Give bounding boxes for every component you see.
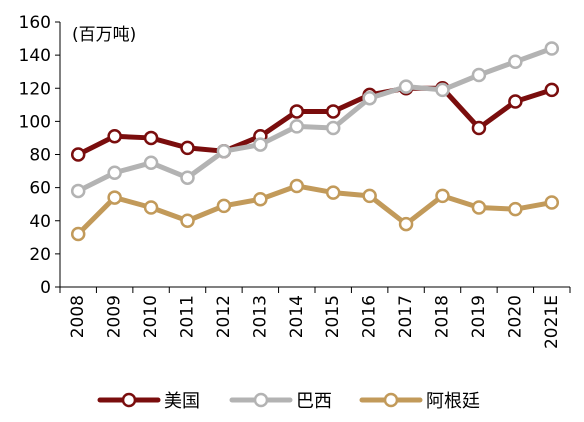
data-point — [70, 147, 86, 162]
data-point — [289, 104, 305, 119]
legend-marker — [383, 392, 399, 408]
x-tick-label: 2009 — [105, 295, 125, 338]
data-point — [107, 190, 122, 205]
series-2 — [70, 41, 560, 199]
legend-label: 阿根廷 — [426, 391, 480, 412]
legend-item: 阿根廷 — [359, 391, 480, 412]
data-point — [471, 67, 487, 83]
legend-item: 巴西 — [229, 391, 332, 412]
x-tick-label: 2008 — [68, 295, 88, 338]
data-point — [107, 129, 122, 144]
data-point — [180, 170, 195, 185]
data-point — [544, 82, 560, 98]
legend-label: 巴西 — [296, 391, 332, 412]
data-point — [325, 185, 341, 200]
data-point — [362, 90, 377, 106]
x-tick-label: 2021E — [542, 295, 562, 349]
x-tick-label: 2010 — [141, 295, 161, 338]
data-point — [180, 140, 195, 156]
series-1 — [70, 81, 560, 162]
y-tick-label: 80 — [29, 146, 51, 166]
x-tick-label: 2012 — [214, 295, 234, 338]
legend: 美国 巴西 阿根廷 — [97, 391, 480, 412]
data-point — [362, 188, 377, 204]
y-tick-label: 40 — [29, 212, 51, 232]
y-tick-label: 100 — [19, 112, 51, 132]
data-point — [253, 191, 268, 207]
legend-marker — [121, 392, 137, 408]
data-point — [180, 213, 195, 228]
x-tick-label: 2019 — [469, 295, 489, 338]
data-point — [508, 54, 523, 69]
data-point — [216, 198, 232, 214]
data-point — [143, 200, 159, 215]
series-3 — [70, 178, 560, 242]
x-tick-label: 2011 — [178, 295, 198, 338]
data-point — [107, 165, 122, 180]
data-point — [544, 195, 560, 210]
y-tick-label: 140 — [19, 46, 51, 66]
data-point — [289, 119, 305, 134]
data-point — [435, 82, 450, 98]
y-tick-label: 160 — [19, 13, 51, 33]
axes: 0 20 40 60 80 100 120 140 160 2008 2009 2010 2011 201… — [19, 13, 571, 349]
data-point — [325, 120, 341, 136]
data-point — [471, 200, 487, 215]
y-tick-label: 20 — [29, 245, 51, 265]
x-tick-label: 2017 — [396, 295, 416, 338]
data-point — [289, 178, 305, 194]
data-point — [253, 137, 268, 152]
y-tick-label: 120 — [19, 79, 51, 99]
data-point — [143, 130, 159, 146]
data-point — [398, 216, 414, 232]
x-tick-label: 2020 — [505, 295, 525, 338]
data-point — [435, 188, 450, 204]
data-point — [508, 94, 523, 109]
data-point — [325, 104, 341, 119]
legend-item: 美国 — [97, 391, 200, 412]
x-tick-label: 2014 — [287, 295, 307, 338]
series-layer — [70, 41, 560, 242]
data-point — [544, 41, 560, 56]
data-point — [70, 183, 86, 199]
legend-marker — [253, 392, 269, 408]
x-tick-label: 2018 — [433, 295, 453, 338]
y-tick-label: 0 — [40, 278, 51, 298]
data-point — [143, 155, 159, 171]
x-tick-label: 2013 — [250, 295, 270, 338]
y-tick-label: 60 — [29, 179, 51, 199]
data-point — [398, 79, 414, 94]
data-point — [471, 120, 487, 136]
x-tick-label: 2016 — [360, 295, 380, 338]
data-point — [70, 226, 86, 242]
data-point — [216, 143, 232, 159]
data-point — [508, 201, 523, 217]
unit-label: (百万吨) — [72, 25, 136, 45]
x-tick-label: 2015 — [323, 295, 343, 338]
legend-label: 美国 — [164, 391, 200, 412]
